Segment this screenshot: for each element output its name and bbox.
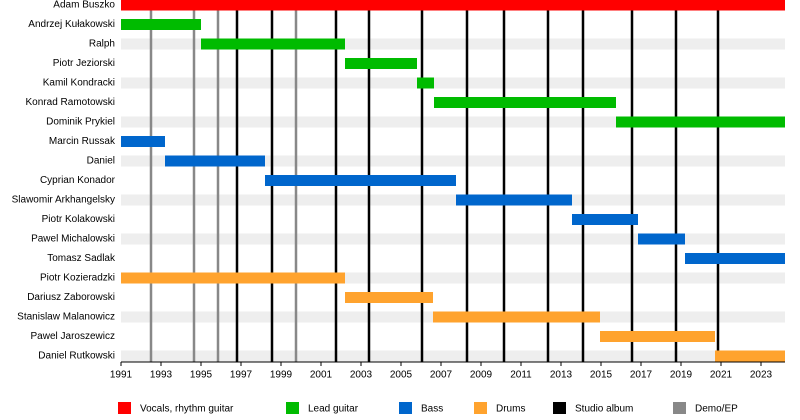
row-stripe — [121, 272, 785, 284]
tenure-bar — [572, 214, 638, 225]
member-name: Cyprian Konador — [40, 175, 116, 186]
member-name: Slawomir Arkhangelsky — [12, 195, 115, 206]
member-name: Daniel Rutkowski — [38, 351, 115, 362]
tenure-bar — [600, 331, 715, 342]
x-tick-label: 1997 — [230, 370, 253, 381]
legend-swatch — [399, 402, 412, 414]
member-name: Kamil Kondracki — [43, 78, 115, 89]
legend-swatch — [553, 402, 566, 414]
legend-label: Drums — [496, 404, 525, 415]
member-name: Marcin Russak — [49, 136, 116, 147]
x-tick-label: 2019 — [670, 370, 693, 381]
x-tick-label: 2011 — [510, 370, 532, 381]
x-tick-label: 2017 — [630, 370, 653, 381]
legend-swatch — [286, 402, 299, 414]
row-stripe — [121, 77, 785, 89]
tenure-bar — [345, 292, 433, 303]
member-name: Daniel — [87, 156, 115, 167]
tenure-bar — [616, 116, 785, 128]
member-name: Piotr Jeziorski — [53, 58, 115, 69]
row-stripe — [121, 194, 785, 206]
member-name: Stanislaw Malanowicz — [17, 312, 115, 323]
tenure-bar — [345, 58, 417, 69]
tenure-bar — [121, 0, 785, 11]
legend-label: Demo/EP — [695, 404, 738, 415]
tenure-bar — [121, 19, 201, 30]
x-tick-label: 2021 — [710, 370, 733, 381]
tenure-bar — [417, 77, 434, 89]
member-name: Konrad Ramotowski — [26, 97, 115, 108]
legend-swatch — [118, 402, 131, 414]
member-name: Dariusz Zaborowski — [27, 292, 115, 303]
legend-swatch — [673, 402, 686, 414]
tenure-bar — [121, 136, 165, 147]
row-stripe — [121, 233, 785, 245]
x-tick-label: 2015 — [590, 370, 613, 381]
x-tick-label: 2023 — [750, 370, 773, 381]
legend-swatch — [474, 402, 487, 414]
member-name: Andrzej Kułakowski — [28, 19, 115, 30]
member-name: Tomasz Sadlak — [47, 253, 116, 264]
x-tick-label: 2009 — [470, 370, 493, 381]
row-stripe — [121, 350, 785, 362]
x-tick-label: 2005 — [390, 370, 413, 381]
legend-label: Lead guitar — [308, 404, 359, 415]
member-name: Pawel Jaroszewicz — [31, 331, 115, 342]
tenure-bar — [638, 233, 685, 245]
x-tick-label: 2003 — [350, 370, 373, 381]
tenure-bar — [265, 175, 456, 186]
member-name: Pawel Michalowski — [31, 234, 115, 245]
x-tick-label: 2001 — [310, 370, 333, 381]
tenure-bar — [121, 272, 345, 284]
tenure-bar — [201, 38, 345, 50]
tenure-bar — [685, 253, 785, 264]
tenure-bar — [715, 350, 785, 362]
tenure-bar — [434, 97, 616, 108]
member-name: Adam Buszko — [53, 0, 115, 11]
x-tick-label: 2013 — [550, 370, 573, 381]
member-name: Ralph — [89, 39, 115, 50]
legend-label: Vocals, rhythm guitar — [140, 404, 234, 415]
member-name: Dominik Prykiel — [46, 117, 115, 128]
row-stripe — [121, 155, 785, 167]
legend-label: Bass — [421, 404, 443, 415]
row-stripe — [121, 116, 785, 128]
x-tick-label: 2007 — [430, 370, 453, 381]
row-stripe — [121, 38, 785, 50]
x-tick-label: 1999 — [270, 370, 293, 381]
x-tick-label: 1991 — [110, 370, 133, 381]
member-name: Piotr Kolakowski — [42, 214, 115, 225]
tenure-bar — [456, 194, 572, 206]
x-tick-label: 1993 — [150, 370, 173, 381]
legend-label: Studio album — [575, 404, 633, 415]
member-name: Piotr Kozieradzki — [40, 273, 115, 284]
tenure-bar — [433, 311, 600, 323]
x-tick-label: 1995 — [190, 370, 213, 381]
tenure-bar — [165, 155, 265, 167]
